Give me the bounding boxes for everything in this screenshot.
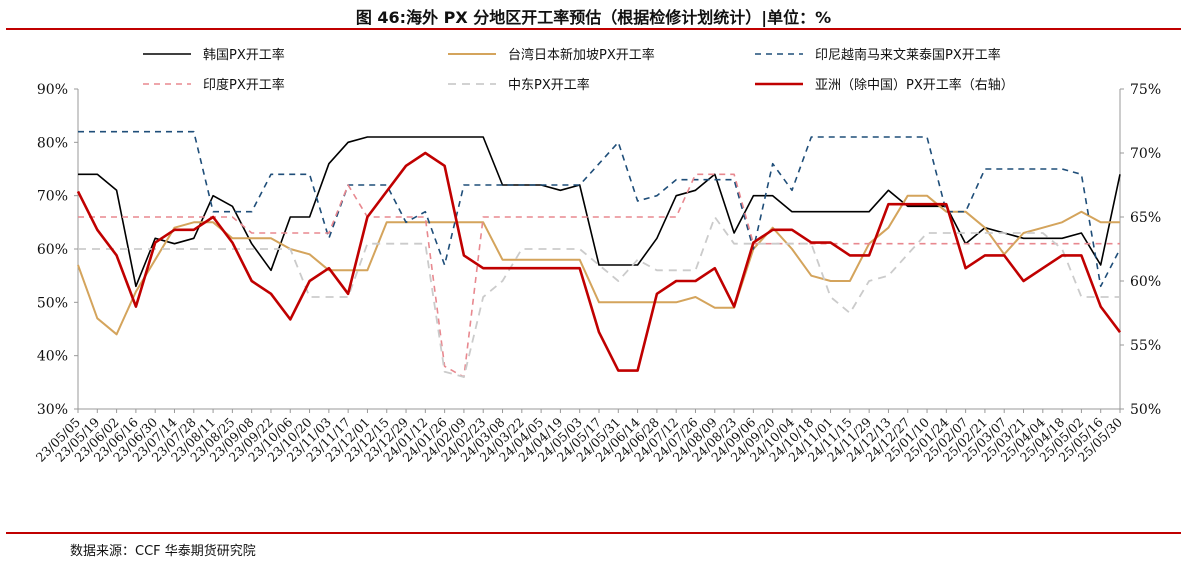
legend: 韩国PX开工率 台湾日本新加坡PX开工率 印尼越南马来文莱泰国PX开工率印度PX开工…	[143, 47, 1014, 93]
y-left-tick-label: 40%	[37, 349, 68, 365]
y-right-tick-label: 60%	[1130, 274, 1161, 290]
legend-label-5: 亚洲（除中国）PX开工率（右轴）	[815, 77, 1014, 93]
legend-label-4: 中东PX开工率	[508, 77, 590, 93]
series-line-2	[78, 130, 1121, 288]
bottom-divider	[6, 532, 1181, 534]
series-line-4	[78, 216, 1120, 378]
legend-label-0: 韩国PX开工率	[203, 47, 285, 63]
legend-label-2: 印尼越南马来文莱泰国PX开工率	[815, 47, 1001, 63]
legend-label-1: 台湾日本新加坡PX开工率	[508, 47, 655, 63]
legend-label-3: 印度PX开工率	[203, 77, 285, 93]
series-line-5	[76, 151, 1122, 372]
y-right-tick-label: 50%	[1130, 402, 1161, 418]
chart-title: 图 46:海外 PX 分地区开工率预估（根据检修计划统计）|单位：%	[355, 8, 832, 27]
y-left-tick-label: 80%	[37, 135, 68, 151]
axes-layer: 30%40%50%60%70%80%90%50%55%60%65%70%75%2…	[33, 82, 1161, 465]
y-left-tick-label: 70%	[37, 189, 68, 205]
series-line-3	[78, 173, 1120, 378]
series-layer	[76, 130, 1122, 378]
y-right-tick-label: 65%	[1130, 210, 1161, 226]
series-line-1	[77, 194, 1120, 336]
y-right-tick-label: 70%	[1130, 146, 1161, 162]
top-divider	[6, 28, 1181, 30]
source-note: 数据来源：CCF 华泰期货研究院	[70, 544, 256, 559]
y-right-tick-label: 75%	[1130, 82, 1161, 98]
y-left-tick-label: 50%	[37, 295, 68, 311]
line-chart: 30%40%50%60%70%80%90%50%55%60%65%70%75%2…	[33, 47, 1161, 465]
y-right-tick-label: 55%	[1130, 338, 1161, 354]
y-left-tick-label: 60%	[37, 242, 68, 258]
y-left-tick-label: 30%	[37, 402, 68, 418]
y-left-tick-label: 90%	[37, 82, 68, 98]
